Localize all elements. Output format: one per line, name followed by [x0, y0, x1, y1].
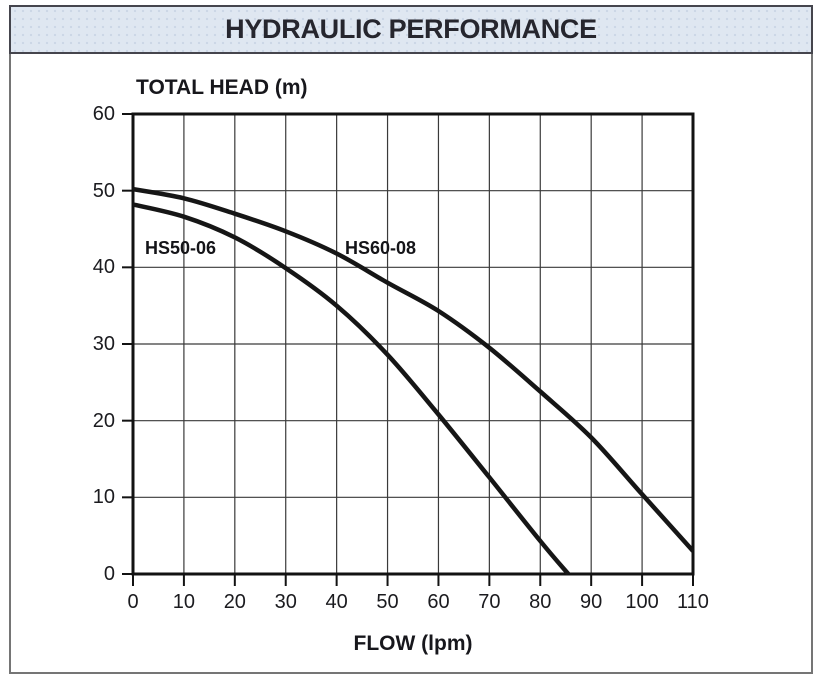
y-tick-label: 50	[92, 179, 115, 202]
x-tick-label: 60	[427, 591, 450, 613]
x-tick-label: 70	[478, 591, 501, 613]
x-tick-label: 30	[274, 591, 297, 613]
x-tick-label: 100	[625, 591, 659, 613]
figure-frame: HYDRAULIC PERFORMANCE	[9, 5, 813, 674]
curve-label-hs60-08: HS60-08	[345, 238, 417, 258]
curve-hs50-06	[132, 202, 571, 576]
x-tick-label: 90	[580, 591, 603, 613]
x-tick-label: 10	[172, 591, 196, 613]
x-axis-title: FLOW (lpm)	[353, 632, 473, 655]
x-tick-label: 40	[325, 591, 348, 613]
chart-title-bar: HYDRAULIC PERFORMANCE	[9, 5, 813, 54]
y-tick-label: 20	[92, 409, 115, 432]
y-axis-title: TOTAL HEAD (m)	[136, 76, 308, 99]
y-tick-label: 0	[103, 563, 115, 585]
x-tick-label: 80	[529, 591, 552, 613]
y-tick-label: 60	[92, 103, 115, 125]
y-tick-label: 30	[92, 333, 115, 355]
x-tick-label: 0	[127, 591, 139, 613]
chart-title: HYDRAULIC PERFORMANCE	[225, 14, 597, 44]
y-tick-label: 10	[92, 486, 115, 509]
x-tick-label: 20	[223, 591, 246, 613]
x-tick-label: 50	[376, 591, 399, 613]
curve-hs60-08	[132, 186, 695, 553]
x-tick-label: 110	[677, 591, 709, 613]
curve-label-hs50-06: HS50-06	[145, 238, 217, 258]
plot-frame	[131, 112, 695, 576]
y-tick-label: 40	[92, 256, 115, 279]
